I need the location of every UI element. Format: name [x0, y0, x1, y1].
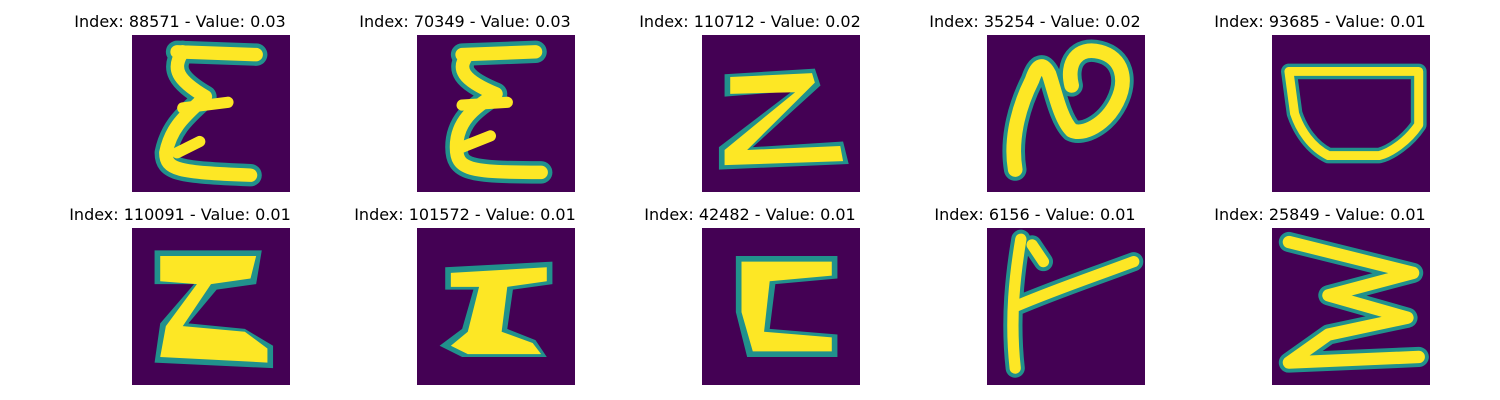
bold-sigma-glyph-image	[132, 228, 290, 385]
panel-4: Index: 35254 - Value: 0.02	[885, 0, 1185, 192]
panel-title: Index: 25849 - Value: 0.01	[1214, 205, 1426, 224]
panel-10: Index: 25849 - Value: 0.01	[1170, 193, 1470, 385]
n-loop-glyph-image	[987, 35, 1145, 192]
panel-title: Index: 70349 - Value: 0.03	[359, 12, 571, 31]
panel-title: Index: 93685 - Value: 0.01	[1214, 12, 1426, 31]
panel-title: Index: 110712 - Value: 0.02	[639, 12, 861, 31]
sigma-glyph-image	[132, 35, 290, 192]
panel-title: Index: 35254 - Value: 0.02	[929, 12, 1141, 31]
c-glyph-image	[702, 228, 860, 385]
panel-title: Index: 88571 - Value: 0.03	[74, 12, 286, 31]
h-like-glyph-image	[417, 228, 575, 385]
panel-7: Index: 101572 - Value: 0.01	[315, 193, 615, 385]
panel-8: Index: 42482 - Value: 0.01	[600, 193, 900, 385]
panel-3: Index: 110712 - Value: 0.02	[600, 0, 900, 192]
panel-5: Index: 93685 - Value: 0.01	[1170, 0, 1470, 192]
sigma-glyph-image	[417, 35, 575, 192]
panel-title: Index: 101572 - Value: 0.01	[354, 205, 576, 224]
panel-title: Index: 6156 - Value: 0.01	[934, 205, 1136, 224]
zigzag-glyph-image	[1272, 228, 1430, 385]
bowl-glyph-image	[1272, 35, 1430, 192]
panel-2: Index: 70349 - Value: 0.03	[315, 0, 615, 192]
panel-title: Index: 110091 - Value: 0.01	[69, 205, 291, 224]
panel-6: Index: 110091 - Value: 0.01	[30, 193, 330, 385]
z-glyph-image	[702, 35, 860, 192]
k-like-glyph-image	[987, 228, 1145, 385]
panel-9: Index: 6156 - Value: 0.01	[885, 193, 1185, 385]
panel-1: Index: 88571 - Value: 0.03	[30, 0, 330, 192]
panel-title: Index: 42482 - Value: 0.01	[644, 205, 856, 224]
